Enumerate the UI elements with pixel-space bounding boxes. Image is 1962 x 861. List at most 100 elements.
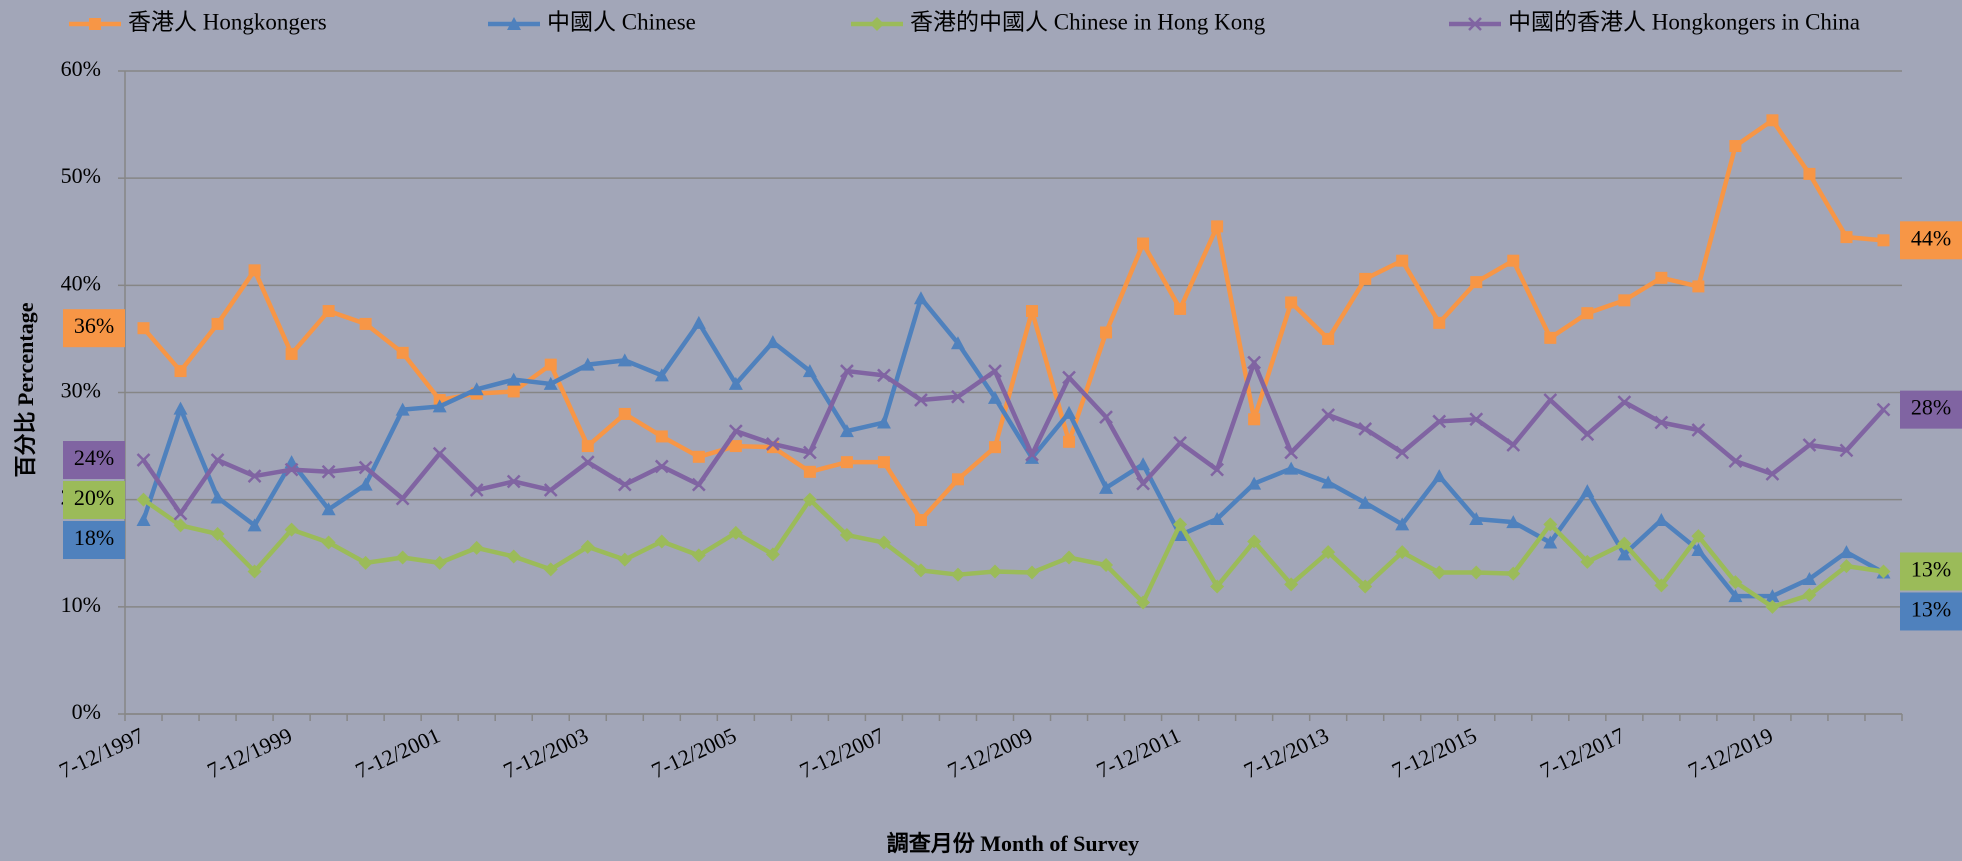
marker [1099, 558, 1114, 573]
marker [395, 550, 410, 565]
legend-label: 香港的中國人 Chinese in Hong Kong [910, 9, 1266, 34]
marker [765, 547, 780, 562]
value-label: 13% [1911, 597, 1951, 622]
value-label-box [1900, 552, 1962, 591]
value-label-box [63, 309, 125, 348]
marker [1099, 410, 1113, 425]
marker [1543, 393, 1558, 407]
marker [210, 526, 225, 541]
marker [1136, 476, 1150, 491]
marker [1284, 461, 1299, 475]
marker [913, 563, 928, 578]
value-label: 18% [74, 525, 114, 550]
marker [1728, 589, 1743, 603]
marker [1580, 484, 1595, 498]
marker [506, 549, 521, 564]
y-tick-label: 50% [61, 163, 101, 188]
marker [210, 490, 225, 504]
marker [507, 385, 520, 398]
marker [1839, 559, 1854, 574]
marker [284, 462, 299, 477]
marker [1802, 588, 1817, 603]
marker [137, 322, 150, 335]
marker [89, 18, 101, 30]
marker [803, 445, 817, 460]
marker [914, 393, 928, 407]
marker [1210, 511, 1225, 525]
marker [839, 424, 854, 438]
marker [1691, 423, 1706, 437]
marker [1506, 566, 1521, 581]
marker [1691, 543, 1706, 557]
marker [544, 358, 557, 371]
marker [1321, 545, 1336, 560]
marker [543, 376, 558, 390]
marker [1395, 445, 1410, 460]
marker [1728, 454, 1743, 468]
marker [728, 525, 743, 540]
marker [248, 264, 261, 277]
marker [1618, 294, 1631, 307]
value-label-box [1900, 221, 1962, 260]
value-label: 36% [74, 313, 114, 338]
marker [691, 477, 706, 492]
marker [247, 518, 262, 532]
value-label: 24% [74, 445, 114, 470]
marker [1100, 326, 1113, 339]
marker [1729, 140, 1742, 153]
marker [543, 562, 558, 577]
y-tick-label: 40% [61, 270, 101, 295]
marker [728, 424, 743, 438]
marker [951, 473, 964, 486]
marker [1136, 595, 1151, 610]
legend-label: 中國的香港人 Hongkongers in China [1508, 9, 1860, 34]
value-label-box [63, 441, 125, 480]
marker [1247, 534, 1262, 549]
marker [728, 376, 743, 390]
marker [1062, 405, 1077, 419]
marker [1581, 307, 1594, 320]
marker [692, 450, 705, 463]
marker [1580, 427, 1595, 442]
marker [802, 492, 817, 507]
marker [1173, 528, 1188, 542]
series-line [141, 118, 1884, 523]
marker [1654, 415, 1669, 430]
y-tick-label: 30% [61, 378, 101, 403]
marker [432, 399, 447, 413]
marker [1543, 535, 1558, 549]
marker [581, 440, 594, 453]
x-tick-label: 7-12/2003 [499, 722, 592, 783]
value-label: 28% [1911, 395, 1951, 420]
marker [987, 390, 1002, 404]
marker [1544, 331, 1557, 344]
marker [1026, 305, 1039, 318]
y-axis-title: 百分比 Percentage [13, 302, 38, 477]
marker [803, 465, 816, 478]
marker [840, 364, 854, 378]
marker [1617, 547, 1632, 561]
x-tick-label: 7-12/2001 [351, 722, 444, 783]
marker [1395, 545, 1410, 560]
marker [988, 441, 1001, 454]
marker [729, 440, 742, 453]
marker [432, 446, 447, 461]
legend-label: 中國人 Chinese [547, 9, 696, 34]
marker [1507, 254, 1520, 267]
marker [617, 353, 632, 367]
x-axis-title: 調查月份 Month of Survey [887, 831, 1139, 856]
marker [1506, 515, 1521, 529]
marker [1210, 462, 1224, 477]
marker [839, 528, 854, 543]
marker [1877, 234, 1890, 247]
marker [580, 539, 595, 554]
marker [285, 347, 298, 360]
marker [1692, 280, 1705, 293]
marker [655, 430, 668, 443]
marker [1210, 579, 1225, 594]
marker [617, 477, 632, 492]
value-label-box [1900, 592, 1962, 631]
marker [396, 346, 409, 359]
marker [1876, 402, 1891, 417]
marker [1247, 476, 1262, 490]
